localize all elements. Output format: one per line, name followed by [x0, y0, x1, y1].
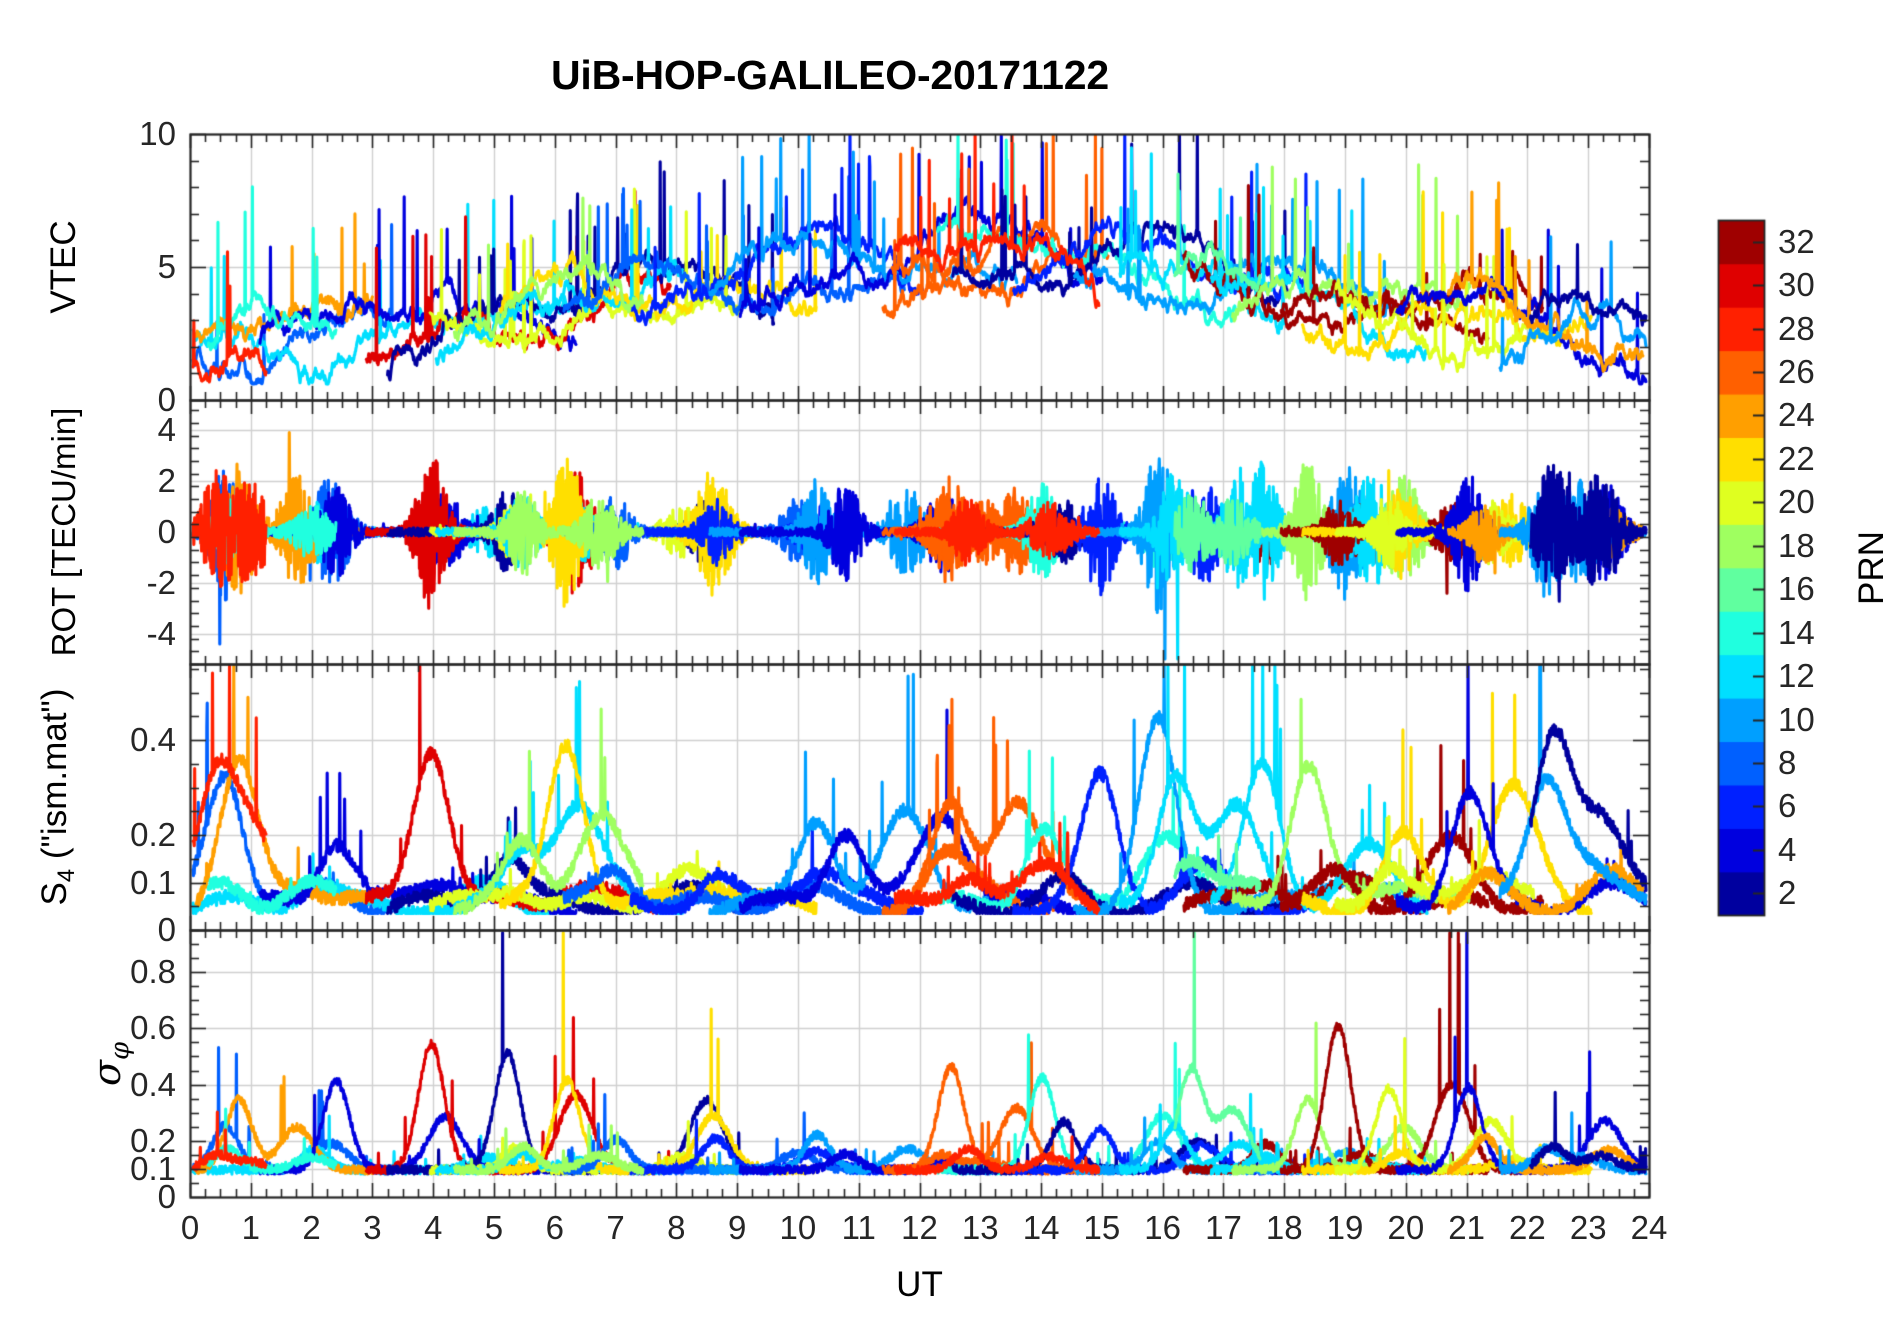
xtick-1: 1 [241, 1209, 260, 1246]
ytick-vtec-1: 5 [157, 248, 176, 285]
xtick-4: 4 [423, 1209, 443, 1246]
xtick-17: 17 [1205, 1209, 1242, 1246]
colorbar-tick-10: 22 [1778, 439, 1815, 477]
ytick-sigma_phi-0: 0 [157, 1178, 176, 1215]
xtick-10: 10 [779, 1209, 817, 1246]
xtick-12: 12 [901, 1209, 938, 1246]
xtick-19: 19 [1326, 1209, 1364, 1246]
ytick-rot-2: 0 [157, 513, 176, 550]
xtick-21: 21 [1448, 1209, 1485, 1246]
xtick-24: 24 [1630, 1209, 1668, 1246]
ytick-s4-0: 0 [157, 911, 176, 948]
colorbar-tick-4: 10 [1778, 700, 1815, 738]
ytick-rot-4: 4 [157, 411, 176, 449]
colorbar-tick-15: 32 [1778, 222, 1815, 260]
colorbar-tick-12: 26 [1778, 353, 1815, 391]
xaxis-label: UT [896, 1265, 943, 1304]
xtick-13: 13 [961, 1209, 999, 1246]
xtick-11: 11 [841, 1209, 876, 1246]
ytick-sigma_phi-2: 0.2 [130, 1121, 176, 1159]
ytick-sigma_phi-5: 0.8 [130, 953, 176, 991]
ytick-sigma_phi-1: 0.1 [130, 1149, 176, 1187]
yaxis-label-vtec: VTEC [44, 220, 83, 314]
yaxis-label-sigma-phi: σφ [84, 1041, 136, 1086]
colorbar-tick-11: 24 [1778, 396, 1815, 434]
colorbar-tick-3: 8 [1778, 743, 1797, 781]
colorbar-tick-7: 16 [1778, 570, 1815, 608]
colorbar-tick-2: 6 [1778, 787, 1797, 825]
ytick-vtec-2: 10 [139, 115, 176, 152]
colorbar-tick-1: 4 [1778, 830, 1797, 868]
xtick-15: 15 [1083, 1209, 1121, 1246]
xtick-20: 20 [1387, 1209, 1425, 1246]
yaxis-label-s4: S4 ("ism.mat") [35, 688, 80, 906]
colorbar-tick-5: 12 [1778, 657, 1815, 695]
colorbar-tick-9: 20 [1778, 483, 1815, 521]
xtick-18: 18 [1265, 1209, 1303, 1246]
colorbar-tick-8: 18 [1778, 526, 1815, 564]
xtick-14: 14 [1022, 1209, 1060, 1246]
ytick-s4-3: 0.4 [130, 721, 176, 758]
ytick-rot-1: -2 [146, 563, 176, 601]
ytick-sigma_phi-3: 0.4 [130, 1065, 176, 1103]
colorbar-tick-0: 2 [1778, 874, 1797, 912]
colorbar-label: PRN [1852, 530, 1891, 605]
ytick-rot-3: 2 [157, 462, 176, 500]
xtick-0: 0 [180, 1209, 200, 1246]
xtick-9: 9 [727, 1209, 747, 1246]
yaxis-label-rot: ROT [TECU/min] [45, 407, 82, 657]
xtick-23: 23 [1569, 1209, 1607, 1246]
xtick-5: 5 [484, 1209, 504, 1246]
colorbar-tick-13: 28 [1778, 309, 1815, 347]
colorbar-tick-6: 14 [1778, 613, 1815, 651]
xtick-7: 7 [606, 1209, 625, 1246]
ytick-s4-2: 0.2 [130, 816, 176, 853]
xtick-8: 8 [667, 1209, 686, 1246]
xtick-22: 22 [1509, 1209, 1546, 1246]
colorbar-tick-14: 30 [1778, 266, 1815, 304]
figure-title: UiB-HOP-GALILEO-20171122 [551, 52, 1109, 98]
xtick-2: 2 [302, 1209, 321, 1246]
ytick-vtec-0: 0 [157, 381, 176, 418]
xtick-3: 3 [363, 1209, 382, 1246]
xtick-16: 16 [1144, 1209, 1182, 1246]
xtick-6: 6 [545, 1209, 564, 1246]
ytick-s4-1: 0.1 [130, 863, 176, 901]
ytick-rot-0: -4 [146, 614, 176, 652]
ytick-sigma_phi-4: 0.6 [130, 1009, 176, 1047]
